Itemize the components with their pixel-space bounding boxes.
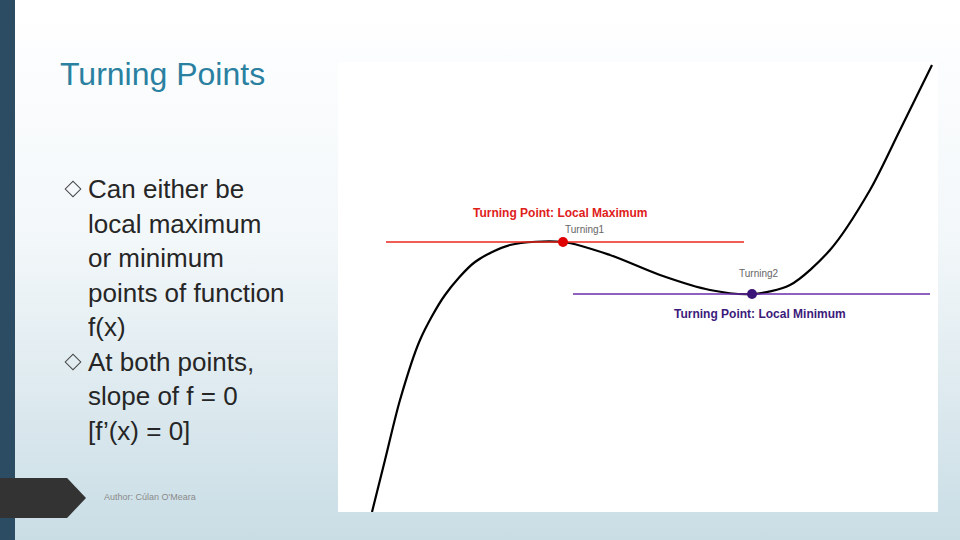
html-text:Author: Cúlan O'Meara: Author: Cúlan O'Meara xyxy=(104,492,196,502)
svg-text:Turning Point: Local Maximum: Turning Point: Local Maximum xyxy=(473,206,647,220)
svg-text:Turning1: Turning1 xyxy=(565,224,605,235)
svg-text:Turning2: Turning2 xyxy=(739,268,779,279)
html-text:[f’(x) = 0]: [f’(x) = 0] xyxy=(88,415,191,446)
html-text:local maximum: local maximum xyxy=(88,208,262,239)
html-text:or minimum: or minimum xyxy=(88,243,224,273)
html-text:points of function: points of function xyxy=(88,277,285,308)
html-text:Turning Points: Turning Points xyxy=(60,56,266,92)
html-text:f(x): f(x) xyxy=(88,312,126,342)
html-text:Can either be: Can either be xyxy=(88,174,245,204)
html-text:slope of f = 0: slope of f = 0 xyxy=(88,381,238,411)
html-text:At both points,: At both points, xyxy=(88,346,255,377)
svg-text:Turning Point: Local Minimum: Turning Point: Local Minimum xyxy=(674,307,846,321)
